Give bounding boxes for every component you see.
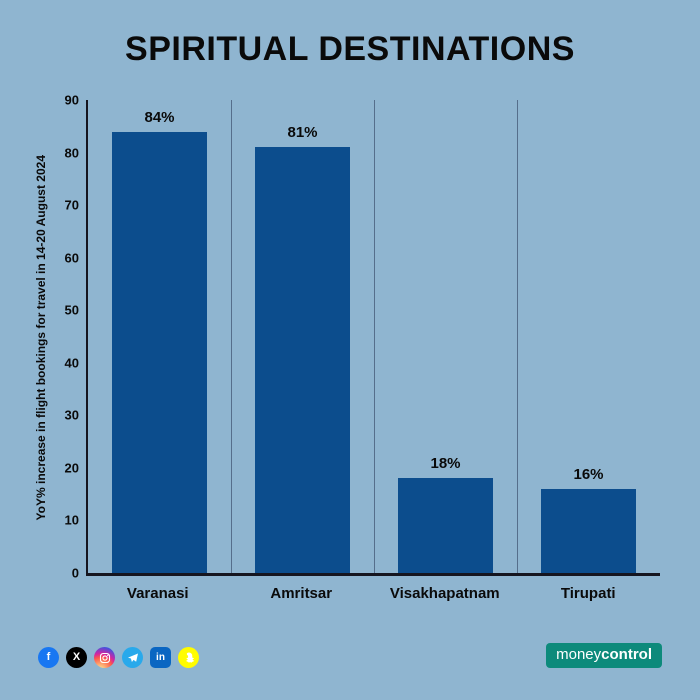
y-axis-tick-30: 30 xyxy=(64,407,79,423)
x-axis-label-tirupati: Tirupati xyxy=(560,585,616,602)
telegram-icon[interactable] xyxy=(122,647,143,668)
brand-badge: moneycontrol xyxy=(546,643,662,668)
y-axis-tick-70: 70 xyxy=(64,197,79,213)
bar-value-label: 16% xyxy=(573,465,604,483)
instagram-icon[interactable] xyxy=(94,647,115,668)
bars: 84% 81% 18% 16% xyxy=(88,100,660,573)
bar-amritsar: 81% xyxy=(255,124,350,573)
category-separator-line xyxy=(374,100,375,573)
snapchat-icon[interactable] xyxy=(178,647,199,668)
plot-area: 84% 81% 18% 16% 0 10 20 30 40 50 60 70 80 90 xyxy=(65,93,660,581)
bar-slot: 16% xyxy=(517,100,660,573)
brand-text-control: control xyxy=(601,646,652,663)
y-axis-tick-60: 60 xyxy=(64,250,79,266)
y-axis-tick-80: 80 xyxy=(64,145,79,161)
facebook-icon[interactable]: f xyxy=(38,647,59,668)
y-axis-tick-20: 20 xyxy=(64,460,79,476)
y-axis-tick-40: 40 xyxy=(64,355,79,371)
y-axis-title-text: YoY% increase in flight bookings for tra… xyxy=(34,155,48,521)
bar-value-label: 81% xyxy=(287,124,318,142)
linkedin-icon[interactable]: in xyxy=(150,647,171,668)
y-axis-tick-50: 50 xyxy=(64,302,79,318)
chart-title: SPIRITUAL DESTINATIONS xyxy=(125,30,575,68)
bar-value-label: 84% xyxy=(144,108,175,126)
bar-slot: 18% xyxy=(374,100,517,573)
bar-value-label: 18% xyxy=(430,455,461,473)
x-axis-label-varanasi: Varanasi xyxy=(126,585,189,602)
x-icon[interactable]: X xyxy=(66,647,87,668)
x-axis-labels: Varanasi Amritsar Visakhapatnam Tirupati xyxy=(86,585,660,602)
bar-varanasi: 84% xyxy=(112,109,207,573)
y-axis-tick-0: 0 xyxy=(71,565,79,581)
bar-slot: 81% xyxy=(231,100,374,573)
brand-text-money: money xyxy=(556,646,602,663)
bar-tirupati: 16% xyxy=(541,466,636,573)
category-separator-line xyxy=(517,100,518,573)
category-separator-line xyxy=(231,100,232,573)
x-axis-label-amritsar: Amritsar xyxy=(270,585,333,602)
x-axis-label-visakhapatnam: Visakhapatnam xyxy=(389,585,500,602)
y-axis-tick-10: 10 xyxy=(64,512,79,528)
bar-visakhapatnam: 18% xyxy=(398,455,493,573)
bar-slot: 84% xyxy=(88,100,231,573)
y-axis-tick-90: 90 xyxy=(64,92,79,108)
y-axis-title: YoY% increase in flight bookings for tra… xyxy=(30,100,52,576)
